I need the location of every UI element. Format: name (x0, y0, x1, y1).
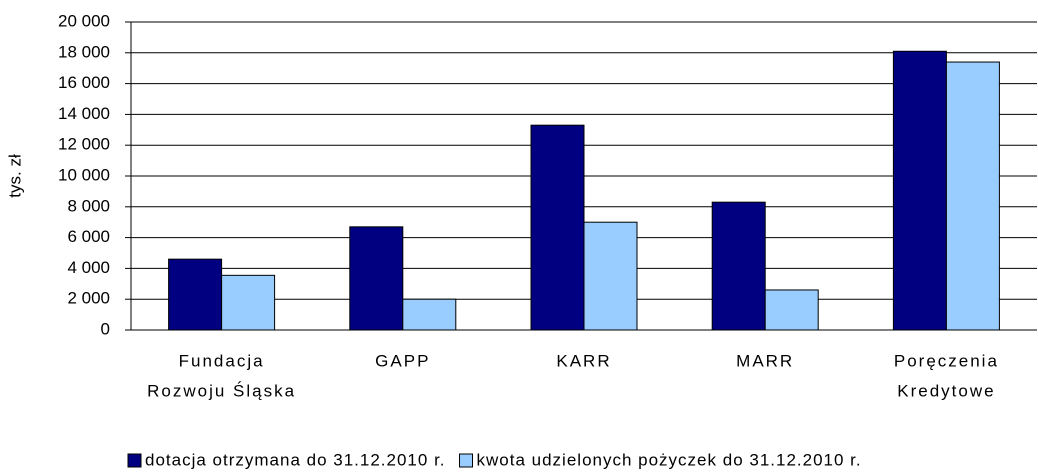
bar (764, 289, 819, 331)
legend-swatch (127, 453, 142, 468)
bar (530, 124, 585, 331)
x-tick-label: Rozwoju Śląska (147, 381, 296, 400)
bar (711, 201, 766, 331)
bar (583, 221, 638, 331)
y-tick-label: 16 000 (58, 73, 110, 92)
x-tick-label: KARR (556, 351, 611, 370)
legend-label: kwota udzielonych pożyczek do 31.12.2010… (477, 450, 862, 469)
y-tick-label: 14 000 (58, 104, 110, 123)
bar (349, 226, 404, 331)
x-tick-label: Poręczenia (894, 351, 999, 370)
legend-swatch (459, 453, 474, 468)
bar (168, 258, 223, 331)
bar (945, 61, 1000, 331)
bar (892, 50, 947, 331)
y-tick-label: 18 000 (58, 42, 110, 61)
y-tick-label: 20 000 (58, 11, 110, 30)
y-tick-label: 2 000 (67, 289, 110, 308)
y-tick-label: 6 000 (67, 227, 110, 246)
x-tick-label: Fundacja (179, 351, 265, 370)
y-axis-label: tys. zł (5, 154, 24, 198)
y-tick-label: 10 000 (58, 165, 110, 184)
legend-label: dotacja otrzymana do 31.12.2010 r. (145, 450, 446, 469)
bar (221, 274, 276, 331)
y-tick-label: 12 000 (58, 135, 110, 154)
y-tick-label: 0 (101, 319, 110, 338)
x-tick-label: GAPP (375, 351, 430, 370)
x-tick-label: MARR (736, 351, 794, 370)
bar (402, 298, 457, 331)
x-tick-label: Kredytowe (897, 381, 995, 400)
y-tick-label: 4 000 (67, 258, 110, 277)
y-tick-label: 8 000 (67, 196, 110, 215)
